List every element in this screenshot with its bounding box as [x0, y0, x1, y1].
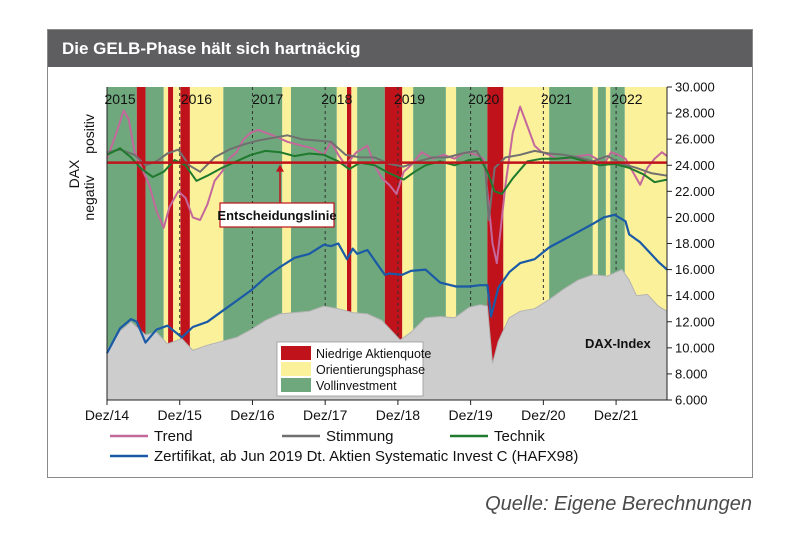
labels: 2015 2016 2017 2018 2019 2020 2021 2022 DAX posit… — [66, 91, 652, 351]
phase-band-red — [347, 87, 352, 400]
phase-band-yellow — [592, 87, 598, 400]
phase-legend-swatch — [281, 346, 311, 360]
x-tick-label: Dez/20 — [521, 407, 566, 423]
phase-band-yellow — [282, 87, 291, 400]
y-tick-label: 30.000 — [675, 80, 715, 95]
phase-band-red — [136, 87, 146, 400]
y-tick-label: 10.000 — [675, 340, 715, 355]
legends: Niedrige Aktienquote Orientierungsphase Vo… — [110, 341, 578, 465]
y-tick-label: 22.000 — [675, 184, 715, 199]
chart-svg: Entscheidungslinie 6.000 8.000 10.000 12.00… — [66, 80, 715, 466]
phase-band-red — [180, 87, 190, 400]
phase-band-yellow — [605, 87, 611, 400]
axes: 6.000 8.000 10.000 12.000 14.000 16.000 18.000… — [85, 80, 715, 424]
phase-band-red — [168, 87, 174, 400]
series-legend-label: Zertifikat, ab Jun 2019 Dt. Aktien Syste… — [154, 448, 578, 465]
phase-band-yellow — [351, 87, 358, 400]
year-label: 2018 — [321, 91, 352, 107]
chart-title: Die GELB-Phase hält sich hartnäckig — [48, 30, 752, 67]
series-legend-label: Technik — [494, 428, 545, 445]
y-tick-label: 6.000 — [675, 393, 708, 408]
phase-band-yellow — [402, 87, 414, 400]
series-legend-label: Stimmung — [326, 428, 394, 445]
year-label: 2017 — [252, 91, 283, 107]
series-line — [106, 105, 668, 265]
y-tick-label: 16.000 — [675, 262, 715, 277]
y-tick-label: 26.000 — [675, 132, 715, 147]
x-tick-label: Dez/18 — [376, 407, 421, 423]
series-legend-label: Trend — [154, 428, 193, 445]
phase-band-yellow — [173, 87, 181, 400]
y-tick-label: 18.000 — [675, 236, 715, 251]
x-tick-label: Dez/15 — [158, 407, 203, 423]
phase-band-green — [145, 87, 164, 400]
x-tick-label: Dez/14 — [85, 407, 130, 423]
phase-legend-swatch — [281, 362, 311, 376]
y-tick-label: 12.000 — [675, 314, 715, 329]
decision-line-layer: Entscheidungslinie — [107, 161, 667, 228]
year-label: 2019 — [394, 91, 425, 107]
indicator-axis-title: DAX — [66, 159, 82, 188]
decision-line-label-box — [219, 202, 335, 228]
indicator-positive-label: positiv — [81, 114, 97, 154]
chart-frame: Die GELB-Phase hält sich hartnäckig Ents… — [47, 29, 753, 478]
year-label: 2022 — [611, 91, 642, 107]
source-note: Quelle: Eigene Berechnungen — [485, 493, 752, 515]
x-tick-label: Dez/19 — [448, 407, 493, 423]
y-tick-label: 20.000 — [675, 210, 715, 225]
decision-line-arrow-icon — [276, 164, 284, 172]
dax-index-label: DAX-Index — [585, 336, 652, 351]
phase-band-yellow — [336, 87, 347, 400]
series-lines — [106, 105, 668, 354]
y-tick-label: 24.000 — [675, 158, 715, 173]
x-tick-label: Dez/17 — [303, 407, 348, 423]
y-tick-label: 28.000 — [675, 106, 715, 121]
phase-band-green — [597, 87, 606, 400]
phase-legend-label: Vollinvestment — [316, 379, 397, 393]
x-tick-label: Dez/16 — [230, 407, 275, 423]
phase-legend-swatch — [281, 378, 311, 392]
indicator-negative-label: negativ — [81, 175, 97, 220]
x-tick-label: Dez/21 — [594, 407, 639, 423]
phase-band-red — [487, 87, 504, 400]
phase-legend-label: Orientierungsphase — [316, 363, 425, 377]
dax-area — [106, 268, 668, 401]
decision-line-label: Entscheidungslinie — [217, 208, 336, 223]
series-line — [106, 213, 668, 354]
year-label: 2021 — [541, 91, 572, 107]
year-label: 2016 — [181, 91, 212, 107]
phase-band-yellow — [445, 87, 457, 400]
year-label: 2015 — [105, 91, 136, 107]
year-label: 2020 — [468, 91, 499, 107]
y-tick-label: 14.000 — [675, 288, 715, 303]
dax-area-layer — [106, 268, 668, 401]
phase-legend-label: Niedrige Aktienquote — [316, 347, 431, 361]
phase-band-yellow — [163, 87, 169, 400]
series-line — [106, 134, 668, 221]
y-tick-label: 8.000 — [675, 366, 708, 381]
series-line — [106, 147, 668, 195]
